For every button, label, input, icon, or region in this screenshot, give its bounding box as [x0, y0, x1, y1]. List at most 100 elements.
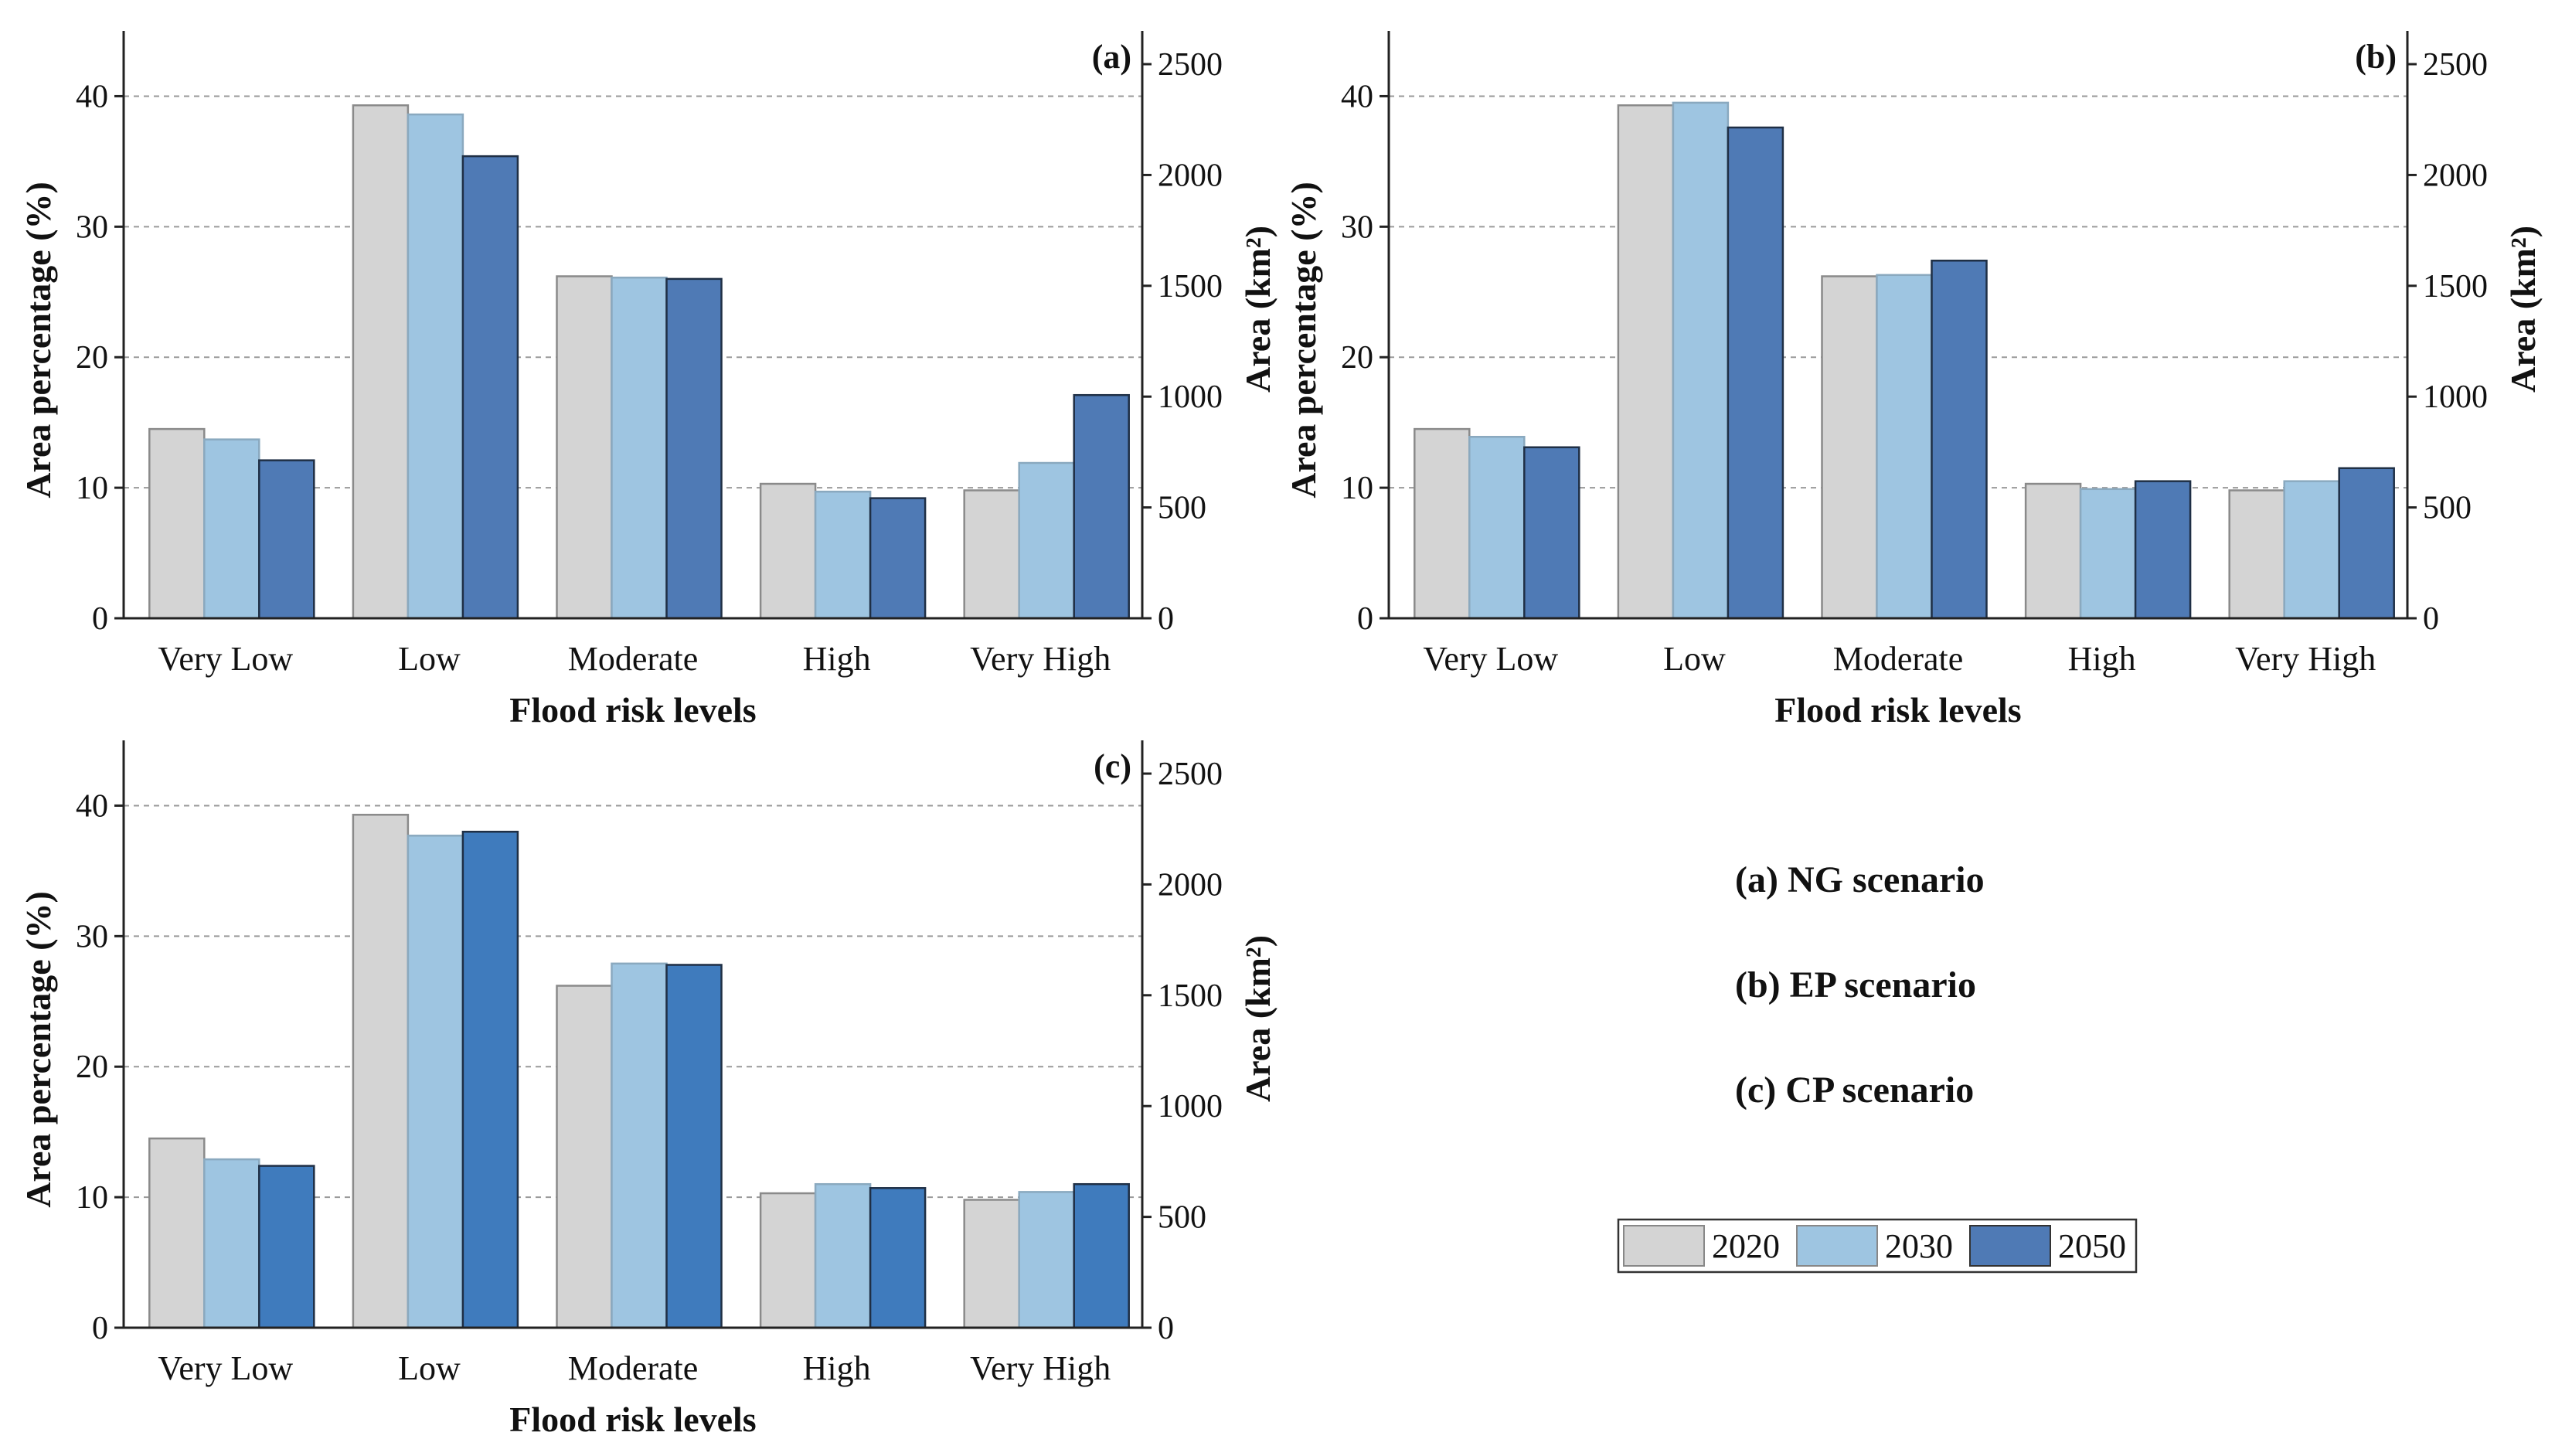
- y2-tick-label: 0: [1158, 601, 1174, 637]
- bar-2030-low: [407, 835, 464, 1329]
- note-ng: (a) NG scenario: [1735, 859, 1985, 900]
- y-tick-label: 20: [76, 1049, 108, 1085]
- x-axis-title: Flood risk levels: [509, 690, 756, 730]
- legend-label-2050: 2050: [2058, 1227, 2126, 1265]
- x-axis-title: Flood risk levels: [509, 1400, 756, 1439]
- bar-2030-very-high: [2283, 480, 2340, 620]
- y2-tick-label: 1500: [1158, 978, 1223, 1014]
- bar-2020-very-high: [963, 1199, 1020, 1329]
- bar-2050-low: [461, 155, 519, 620]
- bar-2030-very-low: [203, 1158, 260, 1329]
- bar-2020-low: [1617, 104, 1675, 620]
- bar-2050-moderate: [665, 277, 723, 620]
- y2-tick-label: 500: [1158, 1200, 1206, 1236]
- y-tick-label: 0: [92, 1311, 108, 1346]
- x-tick-label: Moderate: [1833, 640, 1964, 678]
- x-tick-label: Very High: [970, 1349, 1111, 1387]
- panel-label: (b): [2355, 38, 2397, 76]
- y2-tick-label: 2500: [2423, 47, 2488, 83]
- bar-2020-very-low: [148, 427, 206, 620]
- y2-tick-label: 1500: [1158, 269, 1223, 304]
- chart-panel-2: Very Low Low Moderate High Very High 0 10 20 30 4…: [1284, 31, 2543, 730]
- x-tick-label: Low: [398, 1349, 461, 1387]
- x-tick-label: Moderate: [568, 1349, 699, 1387]
- y2-tick-label: 2000: [1158, 158, 1223, 193]
- bar-2050-low: [1727, 126, 1784, 620]
- bar-2030-very-high: [1018, 461, 1075, 620]
- y2-tick-label: 1000: [1158, 379, 1223, 415]
- bar-2030-very-high: [1018, 1191, 1075, 1329]
- x-tick-label: Very Low: [158, 1349, 293, 1387]
- bar-2030-moderate: [611, 962, 668, 1329]
- bar-2020-very-low: [148, 1137, 206, 1329]
- y2-tick-label: 500: [2423, 491, 2472, 526]
- panel-label: (a): [1092, 38, 1131, 76]
- y-tick-label: 30: [76, 209, 108, 245]
- y-tick-label: 20: [1341, 340, 1373, 376]
- bar-2030-moderate: [1876, 274, 1933, 620]
- y-tick-label: 20: [76, 340, 108, 376]
- bar-2050-very-low: [258, 1165, 315, 1329]
- y-axis-title: Area percentage (%): [19, 891, 58, 1208]
- y-tick-label: 40: [76, 788, 108, 824]
- legend-label-2030: 2030: [1885, 1227, 1953, 1265]
- bar-2030-high: [814, 1182, 872, 1329]
- bar-2020-high: [759, 1192, 817, 1329]
- y-tick-label: 10: [1341, 471, 1373, 506]
- bar-2050-moderate: [1931, 259, 1988, 620]
- panel-label: (c): [1094, 747, 1131, 785]
- y-tick-label: 0: [1357, 601, 1373, 637]
- y2-tick-label: 2500: [1158, 757, 1223, 792]
- y2-tick-label: 0: [1158, 1311, 1174, 1346]
- x-tick-label: Very High: [2235, 640, 2376, 678]
- y-tick-label: 0: [92, 601, 108, 637]
- bar-2020-low: [352, 814, 410, 1329]
- x-tick-label: Moderate: [568, 640, 699, 678]
- bar-2030-high: [2079, 488, 2137, 620]
- x-tick-label: Very Low: [1423, 640, 1558, 678]
- legend-swatch-2030: [1796, 1225, 1878, 1267]
- chart-panel-3: Very Low Low Moderate High Very High 0 10 20 30 4…: [19, 740, 1278, 1439]
- y2-tick-label: 1000: [1158, 1089, 1223, 1124]
- x-tick-label: Very Low: [158, 640, 293, 678]
- bar-2030-moderate: [611, 276, 668, 620]
- bar-2050-high: [869, 1187, 927, 1329]
- y-tick-label: 30: [1341, 209, 1373, 245]
- note-ep: (b) EP scenario: [1735, 964, 1976, 1005]
- y-tick-label: 40: [1341, 79, 1373, 114]
- bar-2020-high: [759, 482, 817, 620]
- y2-tick-label: 2000: [2423, 158, 2488, 193]
- bar-2050-low: [461, 830, 519, 1329]
- x-tick-label: High: [803, 640, 871, 678]
- bar-2020-low: [352, 104, 410, 620]
- bar-2020-moderate: [556, 275, 613, 620]
- bar-2020-very-low: [1414, 427, 1471, 620]
- x-tick-label: High: [803, 1349, 871, 1387]
- y-axis-title: Area percentage (%): [1284, 182, 1323, 498]
- y2-tick-label: 500: [1158, 491, 1206, 526]
- y-tick-label: 40: [76, 79, 108, 114]
- y-tick-label: 30: [76, 919, 108, 954]
- bar-2030-very-low: [203, 438, 260, 620]
- y2-tick-label: 0: [2423, 601, 2439, 637]
- bar-2030-very-low: [1468, 435, 1526, 620]
- x-tick-label: Low: [398, 640, 461, 678]
- y2-tick-label: 1000: [2423, 379, 2488, 415]
- bar-2050-very-low: [1523, 446, 1580, 620]
- x-tick-label: High: [2068, 640, 2136, 678]
- x-axis-title: Flood risk levels: [1774, 690, 2021, 730]
- bar-2030-low: [1672, 101, 1730, 620]
- note-cp: (c) CP scenario: [1735, 1070, 1974, 1111]
- y2-tick-label: 1500: [2423, 269, 2488, 304]
- x-tick-label: Low: [1663, 640, 1726, 678]
- bar-2020-moderate: [1821, 275, 1878, 620]
- bar-2050-high: [2134, 480, 2192, 620]
- y2-axis-title: Area (km²): [1238, 935, 1278, 1102]
- bar-2020-high: [2024, 482, 2082, 620]
- y2-tick-label: 2000: [1158, 867, 1223, 903]
- bar-2050-high: [869, 497, 927, 620]
- legend-swatch-2020: [1623, 1225, 1705, 1267]
- bar-2020-very-high: [963, 489, 1020, 620]
- bar-2050-very-high: [1073, 1182, 1130, 1329]
- bar-2050-very-high: [1073, 393, 1130, 620]
